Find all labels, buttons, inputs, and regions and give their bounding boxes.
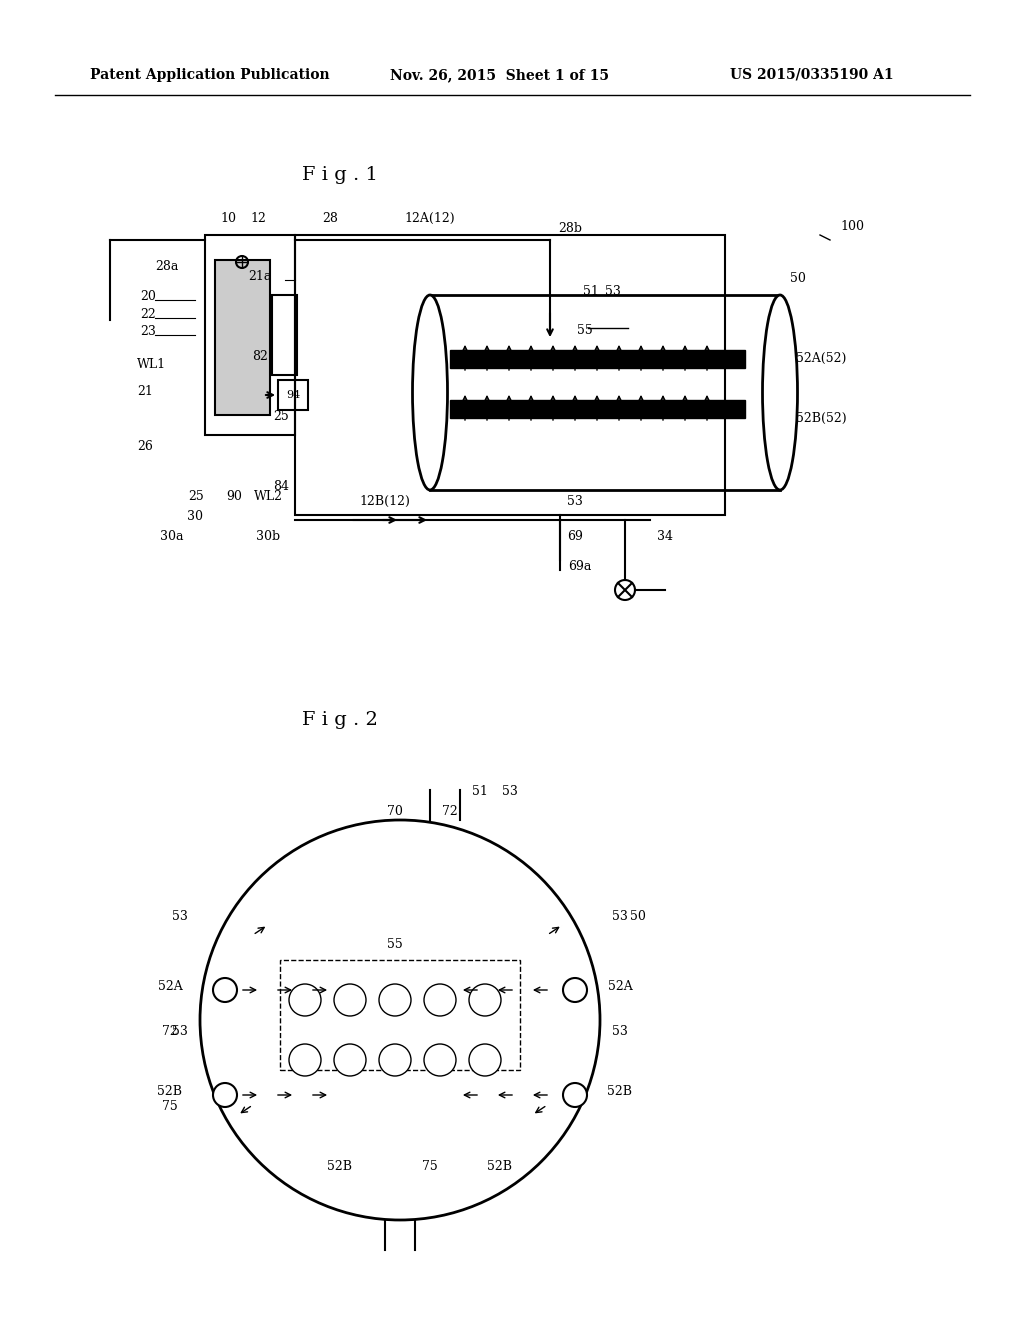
Text: 25: 25 bbox=[273, 411, 289, 422]
Text: 69a: 69a bbox=[568, 560, 592, 573]
Text: 52B: 52B bbox=[607, 1085, 633, 1098]
Text: 52B: 52B bbox=[158, 1085, 182, 1098]
Ellipse shape bbox=[763, 294, 798, 490]
Circle shape bbox=[563, 978, 587, 1002]
Text: 10: 10 bbox=[220, 213, 236, 224]
Text: 72: 72 bbox=[442, 805, 458, 818]
Text: 53: 53 bbox=[172, 1026, 188, 1038]
Text: 25: 25 bbox=[188, 490, 204, 503]
Text: 53: 53 bbox=[612, 909, 628, 923]
Text: 53: 53 bbox=[612, 1026, 628, 1038]
Text: 50: 50 bbox=[630, 909, 646, 923]
Text: 26: 26 bbox=[137, 440, 153, 453]
Text: 21: 21 bbox=[137, 385, 153, 399]
Circle shape bbox=[289, 1044, 321, 1076]
Text: 72: 72 bbox=[162, 1026, 178, 1038]
Circle shape bbox=[424, 983, 456, 1016]
Text: 52B: 52B bbox=[487, 1160, 512, 1173]
Text: 12: 12 bbox=[250, 213, 266, 224]
Text: 22: 22 bbox=[140, 308, 156, 321]
Text: Patent Application Publication: Patent Application Publication bbox=[90, 69, 330, 82]
Text: WL1: WL1 bbox=[137, 358, 166, 371]
Text: 53: 53 bbox=[502, 785, 518, 799]
Text: 50: 50 bbox=[790, 272, 806, 285]
Text: US 2015/0335190 A1: US 2015/0335190 A1 bbox=[730, 69, 894, 82]
Text: 94: 94 bbox=[286, 389, 300, 400]
Text: 100: 100 bbox=[840, 220, 864, 234]
Text: 70: 70 bbox=[387, 805, 402, 818]
Text: 53: 53 bbox=[567, 495, 583, 508]
Text: 69: 69 bbox=[567, 531, 583, 543]
Text: 20: 20 bbox=[140, 290, 156, 304]
Circle shape bbox=[424, 1044, 456, 1076]
Bar bbox=[450, 350, 745, 368]
Text: 12A(12): 12A(12) bbox=[404, 213, 456, 224]
Circle shape bbox=[379, 1044, 411, 1076]
Text: 53: 53 bbox=[172, 909, 188, 923]
Text: 21a: 21a bbox=[248, 271, 271, 282]
Text: 90: 90 bbox=[226, 490, 242, 503]
Text: 12B(12): 12B(12) bbox=[359, 495, 411, 508]
Text: 28: 28 bbox=[323, 213, 338, 224]
Text: 53: 53 bbox=[605, 285, 621, 298]
Bar bbox=[295, 235, 725, 515]
Text: Nov. 26, 2015  Sheet 1 of 15: Nov. 26, 2015 Sheet 1 of 15 bbox=[390, 69, 609, 82]
Text: F i g . 1: F i g . 1 bbox=[302, 166, 378, 183]
Text: 28b: 28b bbox=[558, 222, 582, 235]
Bar bbox=[430, 294, 780, 490]
Circle shape bbox=[469, 1044, 501, 1076]
Bar bbox=[278, 380, 308, 411]
Text: 55: 55 bbox=[387, 939, 402, 952]
Bar bbox=[205, 235, 295, 436]
Text: 28a: 28a bbox=[155, 260, 178, 273]
Circle shape bbox=[334, 1044, 366, 1076]
Bar bbox=[450, 400, 745, 418]
Circle shape bbox=[289, 983, 321, 1016]
Text: 75: 75 bbox=[162, 1100, 178, 1113]
Text: 84: 84 bbox=[273, 480, 289, 492]
Text: WL2: WL2 bbox=[254, 490, 283, 503]
Circle shape bbox=[379, 983, 411, 1016]
Ellipse shape bbox=[413, 294, 447, 490]
Text: 51: 51 bbox=[472, 785, 488, 799]
Circle shape bbox=[200, 820, 600, 1220]
Text: F i g . 2: F i g . 2 bbox=[302, 711, 378, 729]
Circle shape bbox=[563, 1082, 587, 1107]
Circle shape bbox=[213, 978, 237, 1002]
Text: 52A(52): 52A(52) bbox=[796, 352, 847, 366]
Text: 55: 55 bbox=[578, 323, 593, 337]
Text: 30a: 30a bbox=[160, 531, 183, 543]
Text: 23: 23 bbox=[140, 325, 156, 338]
Bar bbox=[272, 294, 297, 375]
Text: 52A: 52A bbox=[607, 979, 633, 993]
Circle shape bbox=[213, 1082, 237, 1107]
Text: 52B(52): 52B(52) bbox=[796, 412, 847, 425]
Circle shape bbox=[469, 983, 501, 1016]
Text: 30: 30 bbox=[187, 510, 203, 523]
Bar bbox=[215, 260, 270, 414]
Bar bbox=[280, 960, 520, 1071]
Text: 82: 82 bbox=[252, 350, 268, 363]
Text: 52A: 52A bbox=[158, 979, 182, 993]
Text: 51: 51 bbox=[583, 285, 599, 298]
Circle shape bbox=[334, 983, 366, 1016]
Text: 75: 75 bbox=[422, 1160, 438, 1173]
Text: 34: 34 bbox=[657, 531, 673, 543]
Text: 52B: 52B bbox=[328, 1160, 352, 1173]
Text: 30b: 30b bbox=[256, 531, 280, 543]
